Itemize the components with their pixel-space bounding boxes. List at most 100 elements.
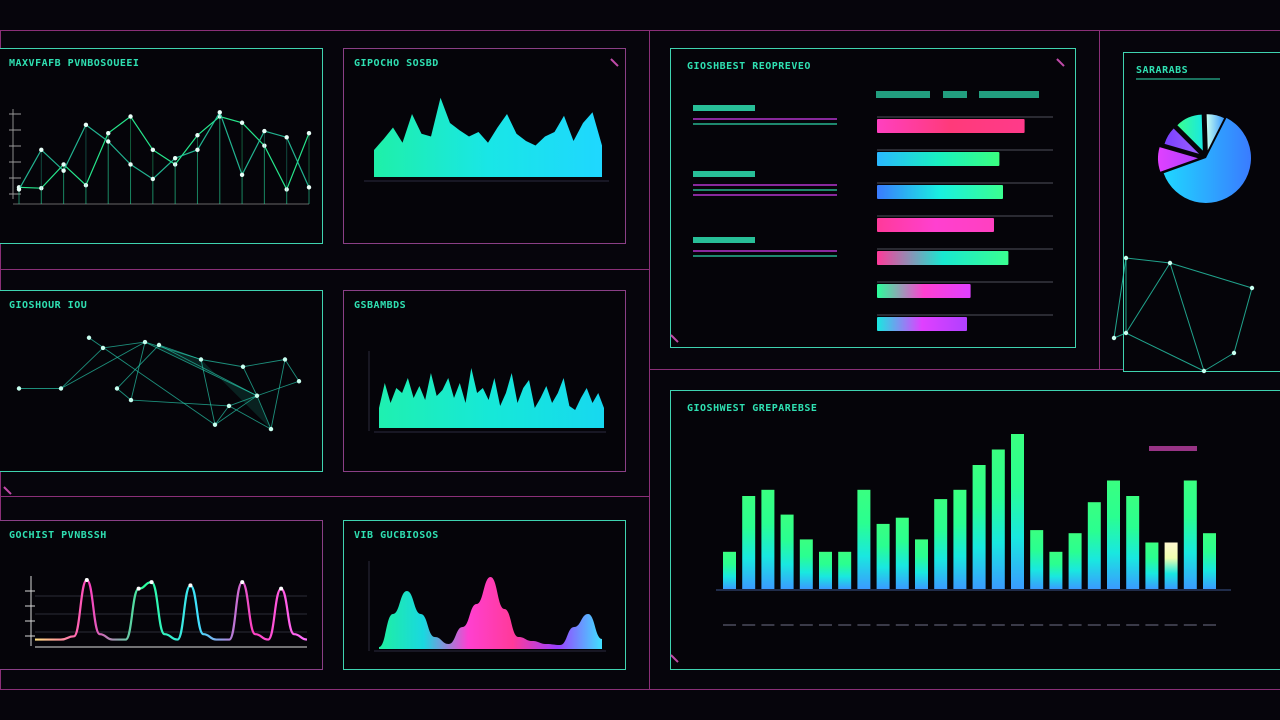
data-point [86,335,92,340]
data-point [282,357,288,362]
pie-slice [1177,114,1203,151]
x-tick-label [742,624,756,626]
bar [1164,542,1178,589]
data-point [239,172,245,178]
data-point [156,342,162,348]
x-tick-label [1011,624,1024,626]
x-tick-label [819,624,832,626]
label-block [693,105,755,111]
data-point [254,393,260,398]
panel-area-cyan: GIPOCHO SOSBD [343,48,626,244]
network-edge [158,344,258,397]
network-edge [256,380,300,397]
pie-slice [1158,147,1199,172]
data-point [195,147,200,153]
x-tick-label [799,624,813,626]
network-edge [158,344,202,360]
bar [877,185,1003,199]
data-point [39,147,44,153]
line-network-chart [9,109,312,205]
data-point [1231,350,1237,356]
network-edge [1125,332,1205,372]
data-point [172,155,178,161]
bar [876,523,890,589]
network-edge [1169,262,1205,372]
data-point [198,357,204,362]
pie-slice [1164,128,1200,154]
network-edge [1169,262,1253,289]
data-point [16,187,22,192]
network-edge [60,341,146,389]
data-point [149,580,154,585]
panel-hbars: GIOSHBEST REOPREVEO [670,48,1076,348]
data-point [61,168,66,173]
network-edge [242,366,258,396]
panel-network-scatter: GIOSHOUR IOU [0,290,323,472]
network-edge [60,347,104,389]
bar [723,551,736,589]
data-point [142,339,148,345]
area-chart-top [364,97,609,182]
bar [972,465,986,589]
data-point [16,386,22,391]
series-line [18,110,310,190]
data-point [128,397,134,403]
panel-title: SARARABS [1136,65,1189,76]
network-edge [116,388,132,401]
panel-peaks: GOCHIST PVNBSSH [0,520,323,670]
network-edge [200,359,244,368]
bar [877,317,967,331]
network-edge [228,405,272,430]
data-point [240,364,246,369]
data-point [306,185,312,190]
data-point [114,386,120,391]
divider-h2 [0,496,650,497]
divider-vertical [649,30,650,690]
bar [857,489,871,589]
network-edge [144,341,258,397]
panel-area-wave: GSBAMBDS [343,290,626,472]
data-point [306,130,312,136]
bar [819,551,832,589]
bar [895,517,909,589]
x-tick-label [1049,624,1063,626]
data-point [262,128,267,134]
x-tick-label [1030,624,1044,626]
header-block [876,91,930,98]
bar [1011,434,1024,589]
vertical-bar-chart [716,434,1231,626]
data-point [240,580,245,585]
x-tick-label [1183,624,1197,626]
bar [877,152,1000,166]
bar [877,218,994,232]
x-tick-label [780,624,794,626]
panel-title: GIOSHWEST GREPAREBSE [687,403,818,414]
data-point [106,130,111,136]
x-tick-label [934,624,948,626]
bar [1126,496,1140,589]
header-block [979,91,1039,98]
network-edge [1125,257,1171,264]
panel-pie: SARARABS [1111,52,1280,374]
x-tick-label [953,624,967,626]
data-point [100,345,106,351]
bar [915,539,928,589]
data-point [212,422,218,427]
network-edge [1125,262,1171,334]
bar [1203,533,1216,589]
network-edge [88,337,216,426]
data-point [195,133,200,138]
peaks-line-chart [25,576,308,648]
x-tick-label [761,624,775,626]
bar [1145,542,1159,589]
area-fill [379,577,602,649]
panel-title: MAXVFAFB PVNBOSOUEEI [9,58,140,69]
bar [991,449,1005,589]
network-edge [242,359,286,368]
data-point [1201,368,1207,374]
data-point [217,110,222,115]
data-point [39,185,44,191]
pie-slice [1206,114,1225,151]
panel-mountain: VIB GUCBIOSOS [343,520,626,670]
data-point [284,187,289,192]
